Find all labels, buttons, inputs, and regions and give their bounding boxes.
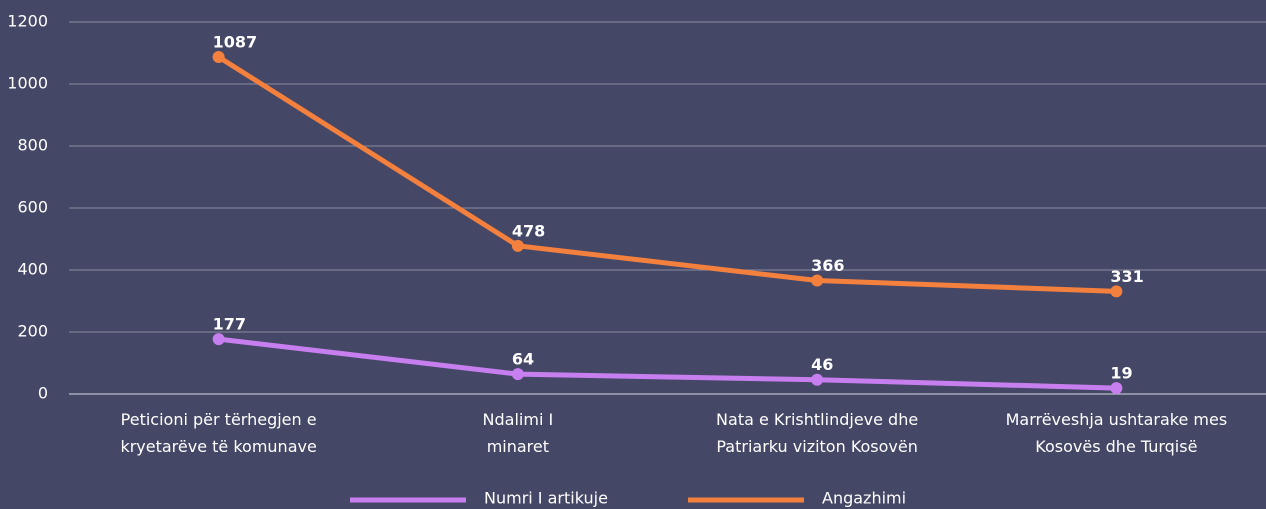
series-line bbox=[217, 54, 1117, 294]
series-line bbox=[218, 336, 1117, 391]
y-tick-label: 800 bbox=[17, 136, 48, 155]
data-label: 46 bbox=[811, 355, 833, 374]
data-point bbox=[511, 368, 524, 381]
data-label: 331 bbox=[1110, 267, 1143, 286]
data-label: 19 bbox=[1110, 364, 1132, 383]
x-tick-label: Marrëveshja ushtarake mes Kosovës dhe Tu… bbox=[1005, 410, 1228, 456]
data-point bbox=[811, 274, 824, 287]
data-point bbox=[511, 239, 524, 252]
y-tick-label: 0 bbox=[38, 384, 48, 403]
data-label: 478 bbox=[512, 221, 545, 240]
legend-label: Angazhimi bbox=[822, 489, 906, 508]
x-tick-label: Nata e Krishtlindjeve dhe Patriarku vizi… bbox=[716, 410, 919, 456]
y-tick-label: 1000 bbox=[7, 74, 48, 93]
data-label: 366 bbox=[811, 256, 844, 275]
x-tick-label: Ndalimi I minaret bbox=[482, 410, 554, 456]
data-label: 1087 bbox=[213, 33, 258, 52]
data-point bbox=[1110, 382, 1123, 395]
y-tick-label: 600 bbox=[17, 198, 48, 217]
legend-label: Numri I artikuje bbox=[484, 489, 608, 508]
data-point bbox=[1110, 285, 1123, 298]
y-tick-label: 1200 bbox=[7, 12, 48, 31]
data-label: 177 bbox=[213, 315, 246, 334]
data-point bbox=[811, 373, 824, 386]
y-tick-label: 400 bbox=[17, 260, 48, 279]
data-point bbox=[212, 51, 225, 64]
data-point bbox=[212, 333, 225, 346]
data-label: 64 bbox=[512, 350, 534, 369]
y-tick-label: 200 bbox=[17, 322, 48, 341]
x-tick-label: Peticioni për tërhegjen e kryetarëve të … bbox=[120, 410, 317, 456]
